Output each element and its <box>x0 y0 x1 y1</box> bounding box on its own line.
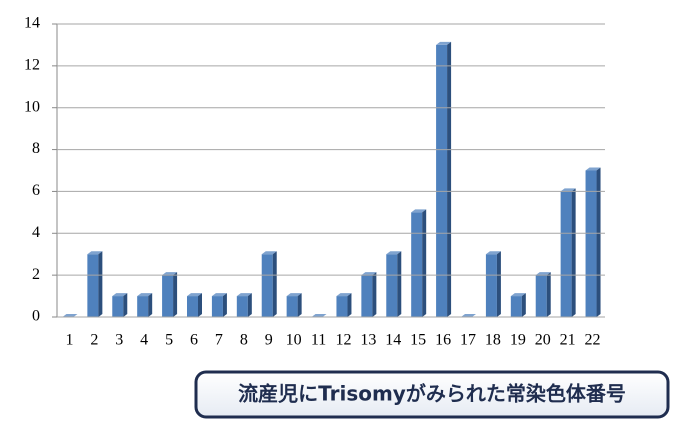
bar-top <box>361 272 377 276</box>
x-tick-label: 6 <box>190 332 198 349</box>
bar-top <box>311 314 327 317</box>
x-tick-label: 12 <box>335 332 351 349</box>
bar <box>112 296 124 317</box>
bar-top <box>211 293 227 297</box>
x-tick-label: 21 <box>560 332 576 349</box>
title-box <box>194 370 670 419</box>
bar-side <box>173 272 178 317</box>
y-tick-label: 12 <box>24 57 40 74</box>
bar-top <box>87 251 103 255</box>
bar-side <box>397 251 402 317</box>
bar-side <box>596 167 601 317</box>
bar-top <box>286 293 302 297</box>
bar-top <box>261 251 277 255</box>
bar <box>261 254 273 317</box>
bar <box>211 296 223 317</box>
bar-side <box>546 272 551 317</box>
bar-side <box>571 188 576 317</box>
y-tick-label: 8 <box>32 140 40 157</box>
bar-top <box>436 41 452 45</box>
x-tick-label: 7 <box>215 332 223 349</box>
bar-side <box>422 209 427 317</box>
bar-side <box>372 272 377 317</box>
x-tick-label: 18 <box>485 332 501 349</box>
x-tick-label: 8 <box>240 332 248 349</box>
bar-side <box>148 293 153 317</box>
bar <box>585 170 597 317</box>
y-tick-label: 2 <box>32 266 40 283</box>
bar-top <box>485 251 501 255</box>
y-tick-label: 14 <box>24 15 40 32</box>
x-tick-label: 5 <box>165 332 173 349</box>
x-tick-label: 14 <box>385 332 401 349</box>
x-tick-label: 2 <box>90 332 98 349</box>
bar-top <box>560 188 576 192</box>
bar <box>510 296 522 317</box>
bar-top <box>535 272 551 276</box>
x-tick-label: 10 <box>286 332 302 349</box>
x-tick-label: 11 <box>311 332 326 349</box>
bar-top <box>510 293 526 297</box>
bar <box>436 44 448 318</box>
y-tick-label: 4 <box>32 224 40 241</box>
bar <box>87 254 99 317</box>
bar-side <box>297 293 302 317</box>
x-tick-label: 1 <box>65 332 73 349</box>
x-tick-label: 17 <box>460 332 476 349</box>
bar-top <box>585 167 601 171</box>
bar-top <box>137 293 153 297</box>
bar-side <box>123 293 128 317</box>
bar-side <box>272 251 277 317</box>
bar-top <box>236 293 252 297</box>
x-tick-label: 4 <box>140 332 148 349</box>
chart-title: 流産児にTrisomyがみられた常染色体番号 <box>238 382 626 406</box>
bar-top <box>162 272 178 276</box>
x-tick-label: 22 <box>585 332 601 349</box>
y-tick-label: 0 <box>32 308 40 325</box>
bar <box>236 296 248 317</box>
bar <box>187 296 198 317</box>
bar-side <box>98 251 103 317</box>
x-tick-label: 9 <box>265 332 273 349</box>
bar-side <box>198 293 202 317</box>
x-tick-label: 19 <box>510 332 526 349</box>
bar-side <box>496 251 501 317</box>
bar-top <box>62 314 78 317</box>
bar <box>336 296 348 317</box>
bar <box>386 254 398 317</box>
bar-side <box>447 41 452 318</box>
x-tick-label: 20 <box>535 332 551 349</box>
bar-top <box>112 293 128 297</box>
bar-side <box>347 293 352 317</box>
y-tick-label: 10 <box>24 98 40 115</box>
x-tick-label: 13 <box>360 332 376 349</box>
bar-top <box>411 209 427 213</box>
bar-top <box>386 251 402 255</box>
bar-side <box>222 293 227 317</box>
bar <box>286 296 298 317</box>
x-tick-label: 15 <box>410 332 426 349</box>
bar-top <box>461 314 476 317</box>
bar-top <box>187 293 202 297</box>
bar <box>485 254 497 317</box>
bar <box>411 212 423 317</box>
bar <box>535 275 547 317</box>
bar-top <box>336 293 352 297</box>
x-tick-label: 3 <box>115 332 123 349</box>
bar-side <box>521 293 526 317</box>
bar-side <box>247 293 252 317</box>
bar <box>162 275 174 317</box>
bar <box>361 275 373 317</box>
y-tick-label: 6 <box>32 182 40 199</box>
x-tick-label: 16 <box>435 332 451 349</box>
bar <box>560 191 572 317</box>
bar <box>137 296 149 317</box>
